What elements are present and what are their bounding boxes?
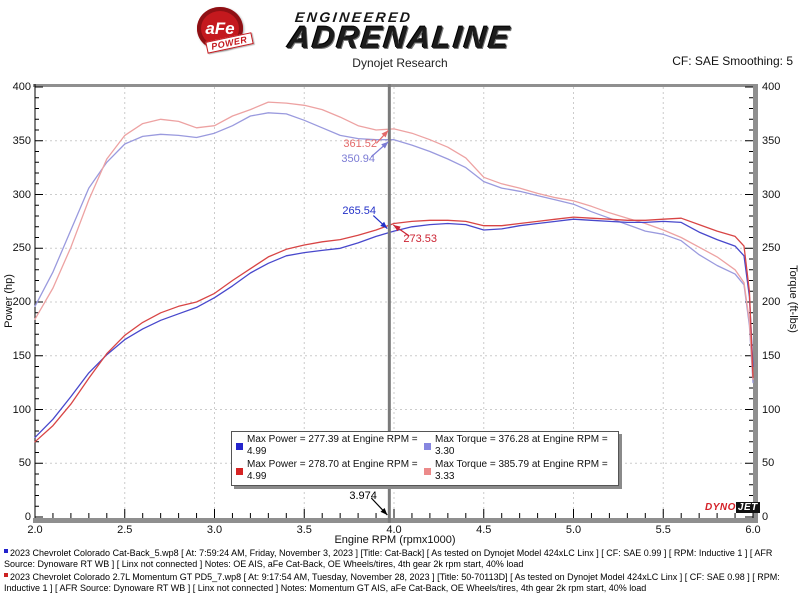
y-tick-label-right: 150: [762, 349, 781, 362]
y-tick-label-right: 400: [762, 81, 781, 93]
cursor-rpm-readout: 3.974: [349, 490, 377, 502]
run-info-text: 2023 Chevrolet Colorado 2.7L Momentum GT…: [4, 572, 780, 593]
legend-swatch-torque-momentum-icon: [424, 467, 431, 475]
y-tick-label-left: 0: [24, 511, 31, 523]
cursor-line[interactable]: [387, 84, 391, 523]
cursor-torque-momentum-arrowhead: [381, 130, 389, 138]
run-marker-catback-icon: [4, 549, 8, 553]
x-axis-title: Engine RPM (rpmx1000): [334, 534, 456, 546]
power-catback-curve: [34, 218, 754, 439]
run-info-text: 2023 Chevrolet Colorado Cat-Back_5.wp8 […: [4, 548, 773, 569]
x-tick-label: 6.0: [745, 524, 761, 536]
legend-item-max-power-catback: Max Power = 277.39 at Engine RPM = 4.99: [236, 434, 424, 458]
legend-swatch-torque-catback-icon: [424, 442, 431, 450]
y-tick-label-right: 350: [762, 134, 781, 147]
x-tick-label: 2.0: [27, 524, 43, 536]
y-tick-label-left: 250: [12, 242, 31, 255]
legend-swatch-power-catback-icon: [236, 442, 243, 450]
page-title: Dynojet Research: [352, 56, 448, 70]
run-marker-momentum-icon: [4, 573, 8, 577]
plot-border-bottom: [33, 518, 758, 523]
y-tick-label-left: 350: [12, 134, 31, 147]
y-tick-label-left: 50: [18, 457, 31, 470]
run-info-footer: 2023 Chevrolet Colorado Cat-Back_5.wp8 […: [4, 548, 796, 596]
dynojet-logo-dyno: DYNO: [705, 502, 736, 513]
plot-border-top: [33, 84, 758, 87]
y-tick-label-left: 400: [12, 81, 31, 93]
cursor-torque-momentum-readout: 361.52: [343, 138, 377, 151]
legend-item-max-power-momentum: Max Power = 278.70 at Engine RPM = 4.99: [236, 459, 424, 483]
torque-momentum-curve: [34, 101, 754, 381]
run-info-catback: 2023 Chevrolet Colorado Cat-Back_5.wp8 […: [4, 548, 796, 570]
legend-label: Max Power = 277.39 at Engine RPM = 4.99: [247, 434, 418, 457]
x-tick-label: 3.5: [296, 524, 312, 536]
y-tick-label-left: 150: [12, 349, 31, 362]
legend-item-max-torque-catback: Max Torque = 376.28 at Engine RPM = 3.30: [424, 434, 614, 458]
legend-box: Max Power = 277.39 at Engine RPM = 4.99 …: [231, 431, 619, 486]
x-tick-label: 3.0: [206, 524, 223, 536]
cursor-torque-catback-readout: 350.94: [341, 152, 375, 165]
y-tick-label-right: 200: [762, 296, 781, 308]
cursor-power-catback-readout: 265.54: [342, 204, 376, 217]
y-tick-label-right: 300: [762, 188, 781, 201]
y-tick-label-right: 100: [762, 403, 781, 416]
legend-item-max-torque-momentum: Max Torque = 385.79 at Engine RPM = 3.33: [424, 459, 614, 483]
legend-label: Max Power = 278.70 at Engine RPM = 4.99: [247, 459, 418, 482]
y-tick-label-right: 250: [762, 242, 781, 255]
power-momentum-curve: [34, 216, 754, 443]
torque-catback-curve: [34, 112, 754, 384]
legend-swatch-power-momentum-icon: [236, 467, 243, 475]
y-tick-label-left: 300: [12, 188, 31, 201]
cursor-power-momentum-readout: 273.53: [403, 232, 437, 245]
dynojet-logo-jet: JET: [735, 502, 760, 513]
legend-label: Max Torque = 385.79 at Engine RPM = 3.33: [435, 459, 608, 482]
dynojet-logo: DYNO JET: [705, 502, 760, 513]
y-tick-label-left: 200: [12, 296, 31, 308]
cursor-power-momentum-arrowhead: [393, 224, 401, 232]
x-tick-label: 4.5: [476, 524, 492, 536]
x-tick-label: 2.5: [117, 524, 133, 536]
legend-label: Max Torque = 376.28 at Engine RPM = 3.30: [435, 434, 608, 457]
afe-badge-text: aFe: [205, 18, 235, 38]
x-tick-label: 5.5: [655, 524, 671, 536]
cursor-torque-catback-arrowhead: [381, 141, 389, 149]
y-tick-label-left: 100: [12, 403, 31, 416]
plot-border-right: [753, 84, 758, 523]
smoothing-info: CF: SAE Smoothing: 5: [672, 54, 793, 68]
y-tick-label-right: 50: [762, 457, 775, 470]
cursor-power-catback-arrowhead: [380, 221, 388, 229]
y-tick-label-right: 0: [762, 511, 769, 523]
cursor-rpm-arrowhead: [380, 507, 388, 515]
x-tick-label: 5.0: [565, 524, 582, 536]
run-info-momentum: 2023 Chevrolet Colorado 2.7L Momentum GT…: [4, 572, 796, 594]
x-tick-label: 4.0: [386, 524, 402, 536]
